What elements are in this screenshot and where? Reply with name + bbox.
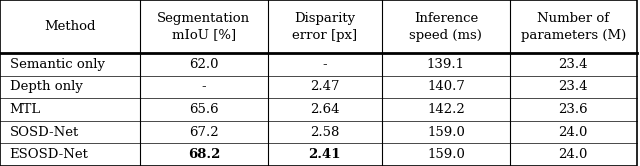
Text: 139.1: 139.1: [427, 58, 465, 71]
Text: 140.7: 140.7: [427, 81, 465, 93]
Text: -: -: [202, 81, 206, 93]
Text: 62.0: 62.0: [189, 58, 219, 71]
Text: 68.2: 68.2: [188, 148, 220, 161]
Text: Semantic only: Semantic only: [10, 58, 104, 71]
Text: 24.0: 24.0: [559, 126, 588, 139]
Text: 142.2: 142.2: [427, 103, 465, 116]
Text: Depth only: Depth only: [10, 81, 83, 93]
Text: Disparity
error [px]: Disparity error [px]: [292, 12, 357, 42]
Text: ESOSD-Net: ESOSD-Net: [10, 148, 88, 161]
Text: 65.6: 65.6: [189, 103, 219, 116]
Text: -: -: [323, 58, 327, 71]
Text: Number of
parameters (M): Number of parameters (M): [521, 12, 626, 42]
Text: Inference
speed (ms): Inference speed (ms): [410, 12, 483, 42]
Text: SOSD-Net: SOSD-Net: [10, 126, 79, 139]
Text: 23.4: 23.4: [559, 58, 588, 71]
Text: 23.6: 23.6: [559, 103, 588, 116]
Text: Method: Method: [44, 20, 96, 33]
Text: 159.0: 159.0: [427, 126, 465, 139]
Text: 2.58: 2.58: [310, 126, 340, 139]
Text: 2.64: 2.64: [310, 103, 340, 116]
Text: 2.47: 2.47: [310, 81, 340, 93]
Text: 24.0: 24.0: [559, 148, 588, 161]
Text: MTL: MTL: [10, 103, 41, 116]
Text: 159.0: 159.0: [427, 148, 465, 161]
Text: 2.41: 2.41: [308, 148, 341, 161]
Text: 67.2: 67.2: [189, 126, 219, 139]
Text: Segmentation
mIoU [%]: Segmentation mIoU [%]: [157, 12, 250, 42]
Text: 23.4: 23.4: [559, 81, 588, 93]
